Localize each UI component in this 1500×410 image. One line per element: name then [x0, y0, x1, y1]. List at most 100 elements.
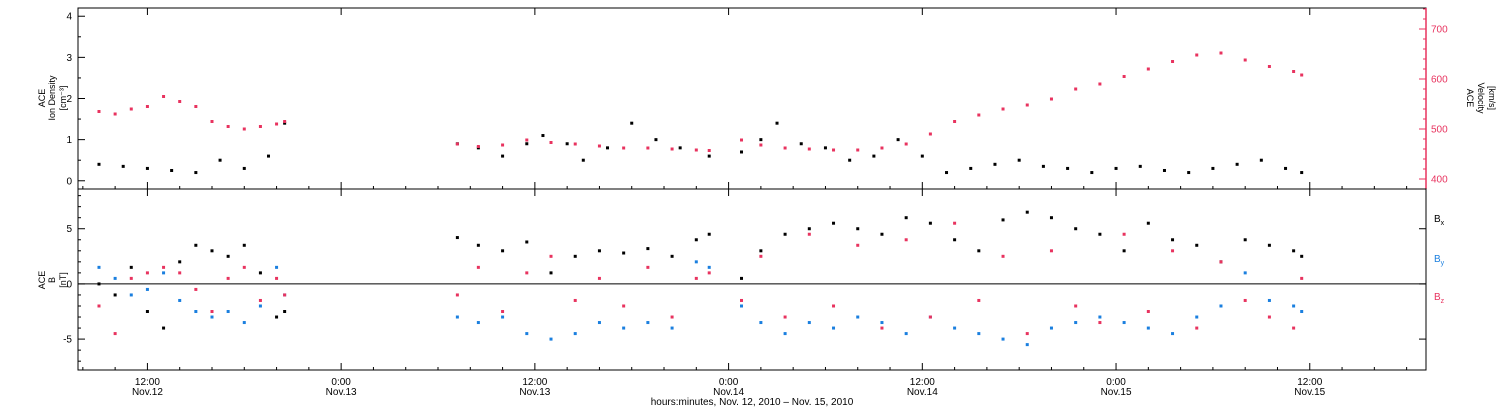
- by-point-19: [597, 321, 601, 325]
- bx-point-46: [1243, 238, 1247, 242]
- bx-point-29: [832, 221, 836, 225]
- bz-point-40: [1098, 321, 1102, 325]
- bottom-panel-frame: [77, 188, 1427, 371]
- by-point-9: [242, 321, 246, 325]
- density-point-22: [759, 138, 763, 142]
- bx-point-24: [707, 232, 711, 236]
- density-point-44: [1284, 166, 1288, 170]
- velocity-point-7: [210, 120, 214, 123]
- field-axis: -5 0 5: [63, 195, 1426, 362]
- bz-point-25: [740, 298, 744, 302]
- bz-point-8: [226, 276, 230, 280]
- density-point-34: [1041, 164, 1045, 168]
- by-point-11: [275, 265, 279, 269]
- velocity-point-49: [1300, 73, 1304, 77]
- bz-point-5: [178, 271, 182, 275]
- bz-point-38: [1049, 249, 1053, 253]
- bx-point-6: [194, 243, 198, 247]
- by-point-44: [1195, 315, 1199, 319]
- bx-point-25: [740, 276, 744, 280]
- bz-point-31: [880, 326, 884, 330]
- by-point-20: [622, 326, 626, 330]
- bz-point-9: [242, 265, 246, 269]
- velocity-point-30: [856, 148, 860, 152]
- density-point-43: [1259, 158, 1263, 162]
- bz-point-46: [1243, 298, 1247, 302]
- by-point-27: [783, 332, 787, 336]
- density-point-35: [1066, 166, 1070, 170]
- density-point-38: [1138, 164, 1142, 168]
- velocity-point-11: [275, 122, 279, 126]
- bz-point-30: [856, 243, 860, 247]
- bz-point-26: [759, 254, 763, 258]
- by-point-23: [694, 260, 698, 264]
- bz-point-41: [1122, 232, 1126, 236]
- density-point-27: [872, 154, 876, 158]
- velocity-axis-label-line-2: Velocity: [1476, 82, 1486, 114]
- by-point-16: [525, 332, 529, 336]
- x-tick-time-label-4: 12:00: [910, 377, 935, 388]
- density-point-8: [283, 121, 287, 125]
- density-point-14: [565, 142, 569, 146]
- velocity-point-2: [129, 107, 133, 111]
- velocity-point-24: [707, 149, 711, 152]
- velocity-axis-label-line-3: [km/s]: [1487, 86, 1497, 110]
- density-axis-label-line-1: ACE: [37, 89, 47, 108]
- density-point-0: [97, 162, 101, 166]
- bottom-series-layer: [97, 210, 1304, 347]
- bz-point-0: [97, 304, 101, 308]
- bx-point-35: [977, 249, 981, 253]
- field-axis-label-line-2: B: [47, 277, 57, 283]
- velocity-point-12: [283, 120, 287, 123]
- legend-subscript-2: z: [1441, 298, 1445, 305]
- x-tick-day-label-5: Nov.15: [1101, 387, 1132, 398]
- density-point-18: [654, 138, 658, 142]
- by-point-28: [807, 321, 811, 325]
- bx-point-34: [953, 238, 957, 242]
- density-point-20: [707, 154, 711, 158]
- x-tick-day-label-1: Nov.13: [326, 387, 357, 398]
- top-series-layer: [97, 51, 1304, 175]
- velocity-tick-label-0: 400: [1431, 175, 1448, 186]
- velocity-point-40: [1098, 82, 1102, 86]
- legend-subscript-1: y: [1441, 260, 1445, 267]
- density-point-40: [1187, 171, 1191, 175]
- bx-point-7: [210, 249, 214, 253]
- by-point-42: [1146, 326, 1150, 330]
- density-point-6: [242, 166, 246, 170]
- velocity-point-17: [549, 141, 553, 144]
- bx-point-12: [283, 310, 287, 314]
- density-axis: 0 1 2 3 4: [66, 12, 85, 187]
- velocity-point-39: [1074, 87, 1078, 91]
- velocity-point-33: [928, 132, 932, 136]
- velocity-point-13: [455, 142, 459, 146]
- field-tick-label-2: 5: [66, 224, 72, 235]
- by-point-1: [113, 276, 117, 280]
- density-point-17: [630, 121, 634, 125]
- velocity-point-31: [880, 146, 884, 150]
- time-axis-label: hours:minutes, Nov. 12, 2010 – Nov. 15, …: [651, 397, 854, 408]
- x-tick-time-label-2: 12:00: [522, 377, 547, 388]
- bz-point-18: [573, 298, 577, 302]
- bx-point-8: [226, 254, 230, 258]
- velocity-point-38: [1049, 97, 1053, 101]
- density-point-4: [194, 171, 198, 175]
- by-point-46: [1243, 271, 1247, 275]
- density-tick-label-4: 4: [66, 12, 72, 23]
- velocity-point-41: [1122, 75, 1126, 78]
- bx-point-41: [1122, 249, 1126, 253]
- velocity-point-29: [832, 148, 836, 152]
- bx-point-33: [928, 221, 932, 225]
- bx-point-21: [646, 247, 650, 251]
- velocity-tick-label-2: 600: [1431, 75, 1448, 86]
- density-point-33: [1017, 158, 1021, 162]
- bz-point-44: [1195, 326, 1199, 330]
- density-point-16: [606, 146, 610, 150]
- density-point-37: [1114, 166, 1118, 170]
- velocity-point-20: [622, 146, 626, 150]
- by-point-39: [1074, 321, 1078, 325]
- bx-point-28: [807, 227, 811, 231]
- velocity-point-10: [258, 125, 262, 128]
- x-tick-day-label-3: Nov.14: [713, 387, 744, 398]
- bx-point-39: [1074, 227, 1078, 231]
